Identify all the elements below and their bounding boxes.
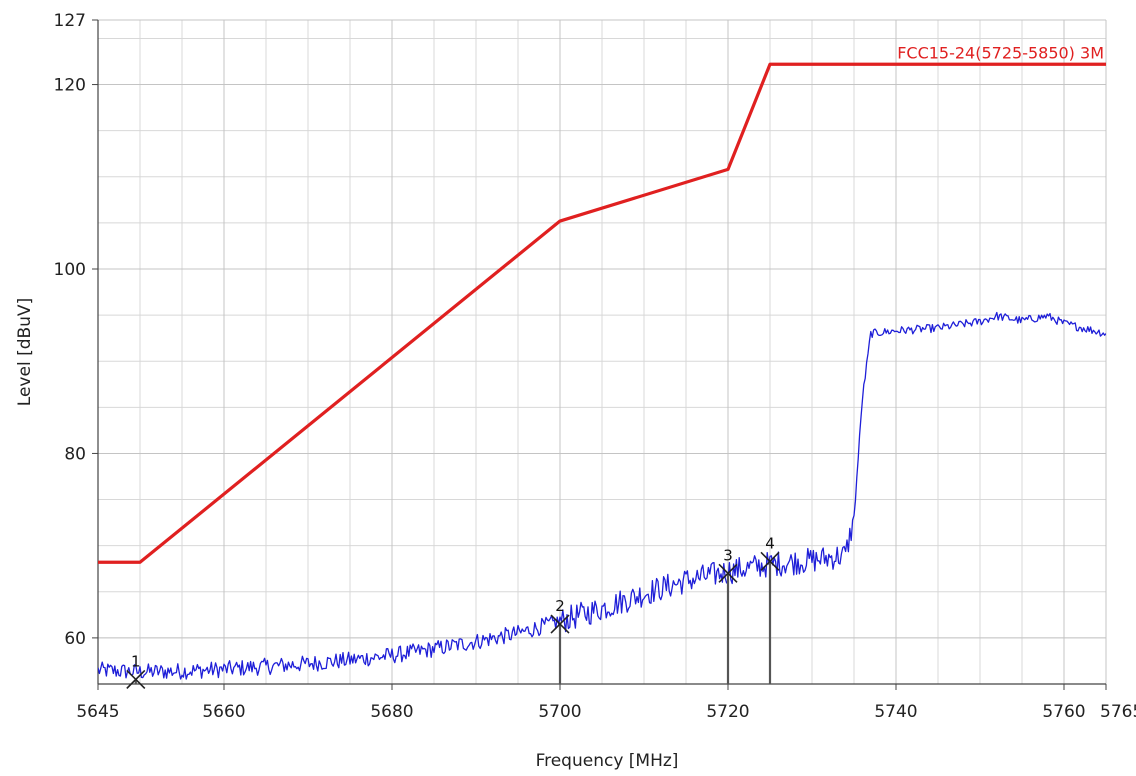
plot-series xyxy=(98,62,1106,680)
marker-label: 1 xyxy=(131,652,141,670)
y-tick-label: 120 xyxy=(54,76,86,96)
x-axis-title: Frequency [MHz] xyxy=(536,751,679,771)
limit-line-series xyxy=(98,62,1106,564)
y-axis-title: Level [dBuV] xyxy=(15,298,35,406)
y-tick-label: 100 xyxy=(54,260,86,280)
x-tick-label: 5720 xyxy=(706,702,749,722)
y-tick-label: 127 xyxy=(54,11,86,31)
measurement-trace xyxy=(98,311,1106,680)
x-tick-labels: 5645 5660 5680 5700 5720 5740 5760 5765 xyxy=(76,702,1136,722)
y-tick-label: 80 xyxy=(64,444,86,464)
marker-label: 4 xyxy=(765,534,775,552)
limit-line-label: FCC15-24(5725-5850) 3M xyxy=(897,43,1104,62)
x-tick-label: 5645 xyxy=(76,702,119,722)
x-tick-label: 5740 xyxy=(874,702,917,722)
x-tick-label: 5680 xyxy=(370,702,413,722)
x-tick-label: 5700 xyxy=(538,702,581,722)
axes xyxy=(92,19,1107,690)
marker-cross xyxy=(550,614,570,634)
x-tick-label: 5660 xyxy=(202,702,245,722)
y-tick-labels: 60 80 100 120 127 xyxy=(54,11,86,649)
y-tick-label: 60 xyxy=(64,629,86,649)
marker-label: 3 xyxy=(723,546,733,564)
marker-cross xyxy=(718,563,738,583)
markers: 1 2 3 4 xyxy=(126,534,780,689)
marker-cross xyxy=(760,551,780,571)
x-tick-label: 5760 xyxy=(1042,702,1085,722)
marker-cross xyxy=(126,669,146,689)
x-tick-label: 5765 xyxy=(1100,702,1136,722)
marker-label: 2 xyxy=(555,597,565,615)
grid-major xyxy=(97,19,1107,684)
